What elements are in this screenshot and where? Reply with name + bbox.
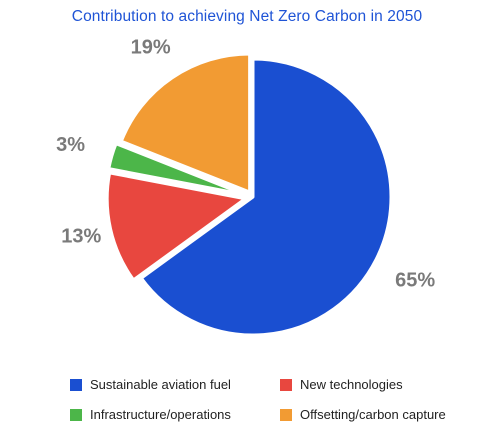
chart-title: Contribution to achieving Net Zero Carbo… — [71, 8, 423, 25]
pie-slice-infrastructure-operations — [107, 142, 246, 196]
data-label-new-technologies: 13% — [61, 225, 101, 247]
pie-slice-offsetting-carbon-capture — [119, 52, 252, 194]
data-label-sustainable-aviation-fuel: 65% — [395, 270, 435, 292]
data-label-infrastructure-operations: 3% — [56, 134, 85, 156]
pie-slice-new-technologies — [105, 171, 247, 282]
data-label-offsetting-carbon-capture: 19% — [131, 36, 171, 58]
pie-slice-sustainable-aviation-fuel — [139, 57, 393, 337]
